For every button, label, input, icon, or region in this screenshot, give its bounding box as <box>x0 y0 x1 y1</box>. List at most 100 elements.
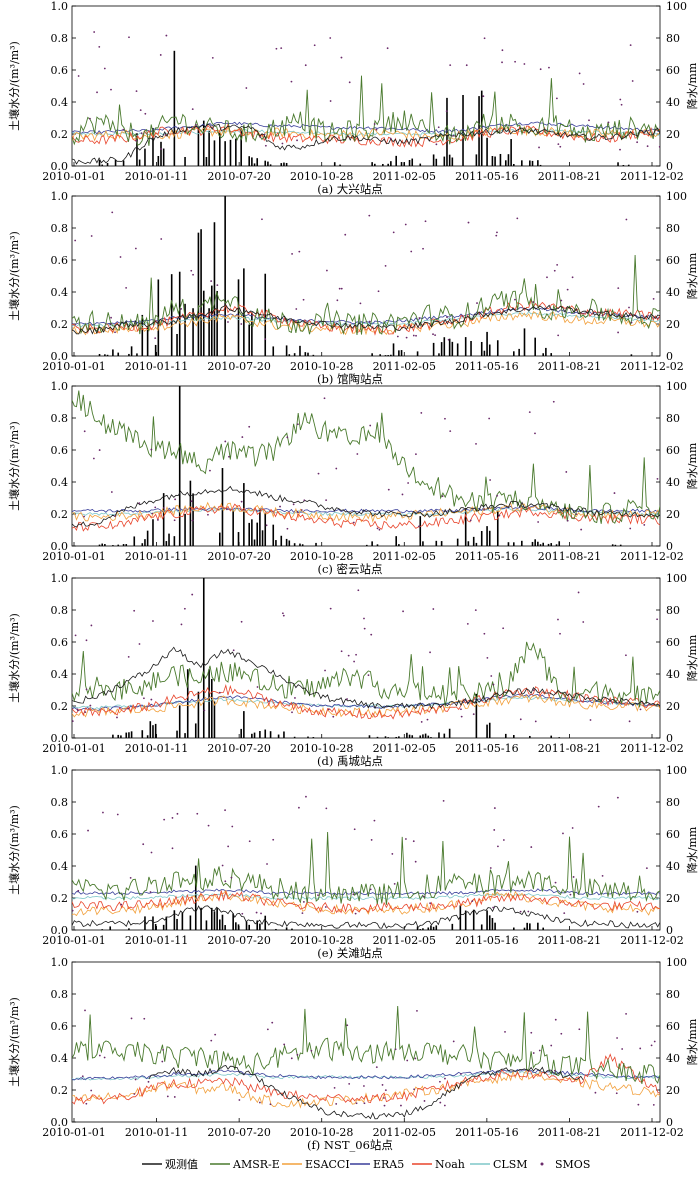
precip-bar <box>496 510 499 546</box>
smos-point <box>566 519 569 522</box>
precip-bar <box>229 139 232 166</box>
smos-point <box>72 720 74 723</box>
smos-point <box>325 499 328 502</box>
precip-bar <box>504 160 507 166</box>
smos-point <box>348 81 351 84</box>
precip-bar <box>513 542 515 546</box>
precip-bar <box>197 232 200 356</box>
precip-bar <box>205 920 208 930</box>
smos-point <box>489 479 492 481</box>
legend-label: 观测值 <box>165 1158 198 1171</box>
precip-bar <box>285 162 288 166</box>
smos-point <box>190 269 193 272</box>
smos-point <box>135 139 138 142</box>
y2-tick-label: 20 <box>666 700 680 713</box>
series-line <box>72 485 660 528</box>
precip-bar <box>432 342 435 356</box>
smos-point <box>413 1088 416 1091</box>
smos-point <box>461 315 464 317</box>
smos-point <box>486 656 489 659</box>
smos-point <box>532 301 535 303</box>
series-line <box>72 310 660 336</box>
smos-point <box>514 60 516 63</box>
smos-point <box>557 618 559 621</box>
y-tick-label: 1.0 <box>51 764 69 777</box>
smos-point <box>294 697 296 699</box>
smos-point <box>290 1057 293 1060</box>
smos-point <box>240 620 243 623</box>
smos-point <box>617 331 619 334</box>
precip-bar <box>128 353 130 356</box>
smos-point <box>628 720 631 723</box>
precip-bar <box>269 731 272 738</box>
smos-point <box>423 1100 426 1102</box>
smos-point <box>537 521 540 523</box>
y-tick-label: 0.2 <box>51 128 69 141</box>
panel-b: 0.0 0.2 0.4 0.6 0.8 1.0 0 20 40 60 80 100 2010-01-01… <box>7 190 699 386</box>
smos-point <box>501 49 504 52</box>
smos-point <box>346 1024 349 1027</box>
precip-bar <box>283 162 285 166</box>
y-axis-label: 土壤水分/(m³/m³) <box>7 613 21 703</box>
smos-point <box>616 796 619 799</box>
smos-point <box>625 218 628 221</box>
smos-point <box>144 112 147 115</box>
smos-point <box>387 488 390 491</box>
smos-point <box>492 906 495 909</box>
precip-bar <box>390 161 392 166</box>
precip-bar <box>480 924 483 930</box>
precip-bar <box>248 156 250 166</box>
precip-bar <box>456 538 459 546</box>
precip-bar <box>261 530 264 546</box>
precip-bar <box>440 541 443 546</box>
precip-bar <box>152 725 154 738</box>
smos-point <box>286 436 289 439</box>
y-tick-label: 0.6 <box>51 636 69 649</box>
smos-point <box>110 491 113 493</box>
precip-bar <box>550 543 553 546</box>
smos-point <box>335 467 338 470</box>
smos-point <box>98 449 101 451</box>
y-tick-label: 1.0 <box>51 956 69 969</box>
precip-bar <box>138 159 141 166</box>
smos-point <box>554 881 557 884</box>
smos-point <box>625 1012 627 1015</box>
smos-point <box>332 715 335 718</box>
y2-tick-label: 40 <box>666 286 680 299</box>
precip-bar <box>253 163 256 166</box>
precip-bar <box>141 314 144 356</box>
precip-bar <box>529 160 531 166</box>
smos-point <box>296 511 299 513</box>
precip-bar <box>178 386 181 546</box>
precip-bar <box>542 542 544 546</box>
y2-tick-label: 60 <box>666 636 680 649</box>
smos-point <box>495 234 498 237</box>
precip-bar <box>537 922 539 930</box>
x-tick-label: 2011-02-05 <box>373 1126 436 1139</box>
x-tick-label: 2011-12-02 <box>620 1126 683 1139</box>
precip-bar <box>216 908 218 930</box>
y2-axis-label: 降水/mm <box>685 62 699 109</box>
series-line <box>72 254 660 336</box>
smos-point <box>452 134 455 137</box>
precip-bar <box>480 90 483 166</box>
smos-point <box>150 851 153 854</box>
precip-bar <box>486 910 488 930</box>
smos-point <box>560 299 563 302</box>
precip-bar <box>200 229 202 356</box>
smos-point <box>534 720 537 723</box>
smos-point <box>166 1095 169 1098</box>
precip-bar <box>184 513 186 546</box>
precip-bar <box>245 921 248 930</box>
smos-point <box>264 338 267 341</box>
precip-bar <box>186 669 189 738</box>
smos-point <box>139 109 142 112</box>
x-tick-label: 2010-01-01 <box>42 170 105 183</box>
precip-bar <box>456 343 459 356</box>
precip-bar <box>104 544 106 546</box>
smos-point <box>538 1049 541 1052</box>
precip-bar <box>130 731 133 738</box>
smos-point <box>496 494 499 497</box>
precip-bar <box>550 353 553 356</box>
smos-point <box>373 819 376 822</box>
